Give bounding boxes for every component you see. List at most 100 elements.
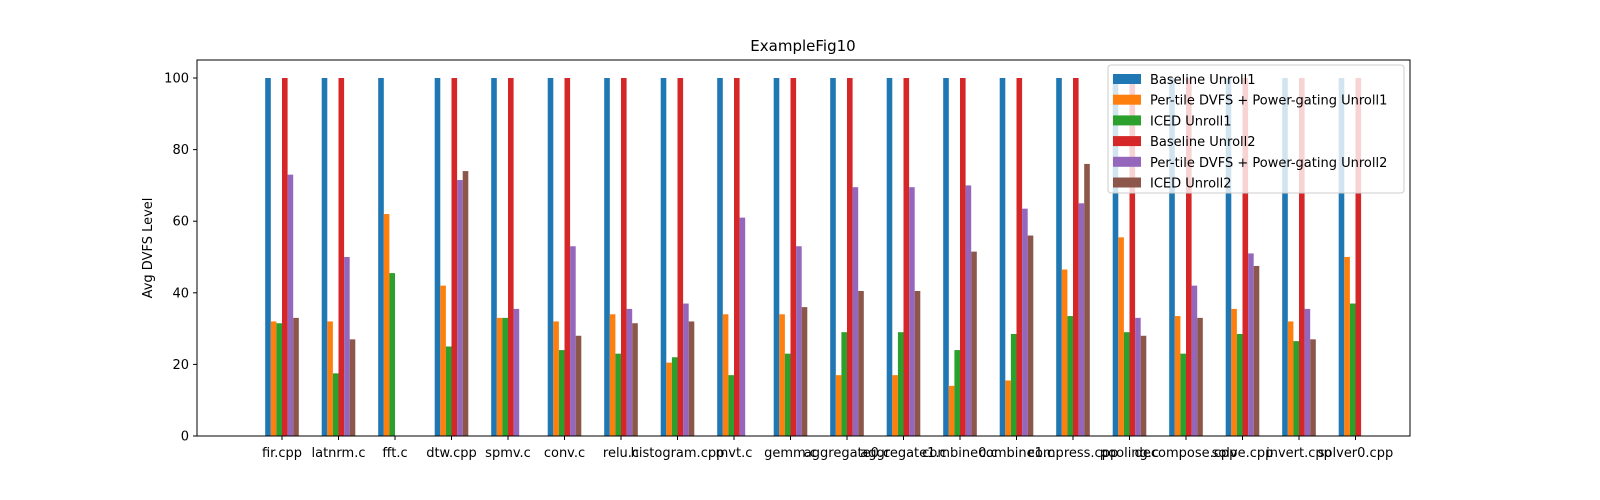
bar	[722, 314, 729, 436]
bar	[717, 78, 723, 436]
bar	[683, 303, 689, 436]
bar	[960, 78, 966, 436]
bar	[508, 78, 514, 436]
bar	[440, 285, 446, 436]
plot-frame	[196, 59, 1411, 437]
x-tick-label: pooling.c	[1100, 446, 1159, 461]
bar	[1129, 78, 1136, 436]
bar	[626, 308, 633, 436]
bar	[677, 78, 684, 436]
bar	[1010, 333, 1017, 436]
bar	[739, 217, 746, 436]
bar	[604, 78, 610, 436]
y-tick-label: 80	[172, 143, 189, 158]
bar	[553, 321, 559, 436]
x-tick-label: aggregate0.c	[804, 446, 890, 461]
bar	[1338, 78, 1345, 436]
x-tick-label: invert.cpp	[1266, 446, 1332, 461]
bar	[1005, 380, 1011, 436]
bar	[332, 373, 339, 436]
x-axis: fir.cpp latnrm.c fft.c dtw.cpp spmv.c conv.c r…	[262, 436, 1393, 461]
x-tick-label: decompose.cpp	[1135, 446, 1238, 461]
bar	[491, 78, 497, 436]
bar	[965, 185, 972, 436]
y-tick-label: 40	[172, 286, 189, 301]
bar	[790, 78, 797, 436]
bar	[1349, 303, 1356, 436]
bar	[1073, 78, 1079, 436]
bar	[378, 78, 384, 436]
bar	[462, 171, 469, 436]
bar	[1253, 265, 1260, 436]
bar	[564, 78, 571, 436]
legend-swatch	[1113, 74, 1141, 84]
legend-swatch	[1113, 136, 1141, 147]
bar	[954, 350, 960, 436]
bar	[609, 314, 616, 436]
x-tick-label: aggregate1.c	[860, 446, 946, 461]
y-tick-label: 60	[172, 215, 189, 230]
bar	[1304, 308, 1311, 436]
chart-title: ExampleFig10	[750, 37, 855, 55]
bar	[287, 174, 294, 436]
legend-swatch	[1113, 94, 1141, 105]
bar	[688, 321, 695, 436]
bar	[666, 362, 672, 436]
bars-group	[265, 78, 1362, 437]
bar	[847, 78, 853, 436]
bar	[1299, 78, 1305, 436]
bar	[801, 307, 808, 436]
legend: Baseline Unroll1 Per-tile DVFS + Power-ga…	[1107, 64, 1405, 194]
bar	[1061, 269, 1068, 436]
bar	[903, 78, 910, 436]
bar	[852, 187, 859, 436]
y-tick-label: 0	[181, 430, 189, 445]
bar	[943, 78, 949, 436]
bar	[835, 375, 842, 436]
legend-label: ICED Unroll2	[1150, 177, 1232, 192]
x-tick-label: gemm.c	[764, 446, 817, 461]
bar	[858, 291, 864, 436]
bar	[502, 317, 508, 436]
x-tick-label: solver0.cpp	[1318, 446, 1393, 461]
bar	[1248, 253, 1254, 436]
bar	[1022, 208, 1028, 436]
bar	[734, 78, 740, 436]
x-tick-label: compress.cpp	[1028, 446, 1118, 461]
bar	[547, 78, 554, 436]
bar	[1084, 163, 1090, 437]
y-axis: 0 20 40 60 80 100	[164, 72, 197, 445]
bar	[282, 78, 288, 436]
bar	[389, 273, 395, 436]
bar	[1118, 237, 1124, 436]
bar	[434, 78, 441, 436]
legend-label: Per-tile DVFS + Power-gating Unroll2	[1150, 156, 1387, 171]
legend-label: Per-tile DVFS + Power-gating Unroll1	[1150, 94, 1387, 109]
bar	[1078, 203, 1085, 436]
x-tick-label: combine0.c	[922, 446, 997, 461]
bar	[293, 317, 299, 436]
y-tick-label: 20	[172, 358, 189, 373]
bar	[1169, 78, 1175, 436]
bar	[270, 321, 277, 436]
legend-box	[1107, 64, 1405, 194]
x-tick-label: relu.c	[603, 446, 639, 461]
legend-swatch	[1113, 156, 1141, 167]
x-tick-label: latnrm.c	[312, 446, 366, 461]
bar	[1123, 332, 1130, 436]
bar	[1112, 78, 1119, 436]
bar	[773, 78, 780, 436]
bar	[1056, 78, 1062, 436]
bar	[1180, 353, 1186, 436]
bar	[1287, 321, 1294, 436]
bar	[671, 357, 678, 436]
bar	[971, 251, 977, 436]
bar	[914, 291, 921, 436]
bar	[1293, 341, 1299, 436]
bar	[1344, 257, 1350, 436]
x-tick-label: combine1.c	[979, 446, 1054, 461]
x-tick-label: dtw.cpp	[426, 446, 477, 461]
bar	[383, 214, 390, 436]
bar	[1231, 308, 1237, 436]
